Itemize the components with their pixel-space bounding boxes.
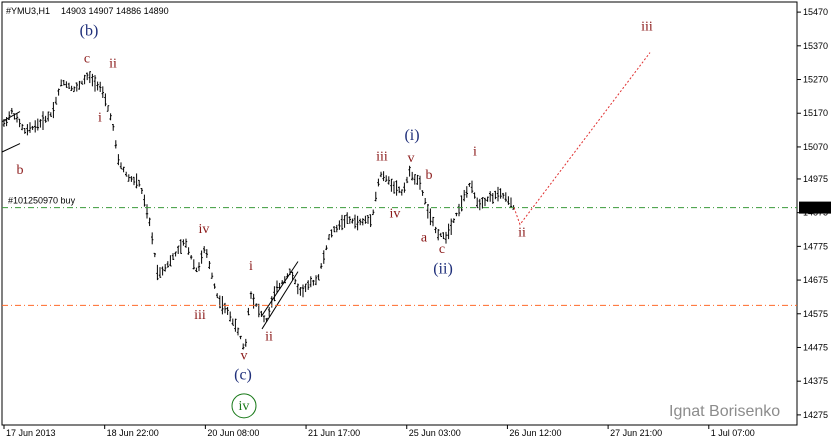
wave-label: (c) (234, 366, 252, 383)
x-tick-label: 20 Jun 08:00 (207, 428, 259, 438)
channel-line (261, 261, 299, 316)
wave-label: iv (390, 207, 401, 222)
current-price-tag (799, 201, 831, 214)
wave-label: c (439, 242, 445, 257)
wave-label: b (426, 168, 433, 183)
wave-label: iii (376, 149, 388, 164)
channel-lines (1, 111, 299, 330)
wave-label: v (408, 151, 415, 166)
y-tick-label: 14675 (803, 275, 828, 285)
x-tick-label: 27 Jun 21:00 (610, 428, 662, 438)
wave-label: ii (265, 330, 273, 345)
x-tick-label: 25 Jun 03:00 (409, 428, 461, 438)
y-tick-label: 15070 (803, 142, 828, 152)
x-tick-label: 1 Jul 07:00 (711, 428, 755, 438)
wave-label: iii (194, 308, 206, 323)
y-tick-label: 14575 (803, 309, 828, 319)
wave-label: ii (518, 225, 526, 240)
y-tick-label: 15270 (803, 75, 828, 85)
watermark: Ignat Borisenko (669, 403, 780, 420)
wave-label: ii (109, 57, 117, 72)
y-tick-label: 14975 (803, 174, 828, 184)
wave-label: (ii) (433, 260, 453, 277)
ohlc-bars (2, 71, 515, 350)
x-tick-label: 21 Jun 17:00 (308, 428, 360, 438)
wave-circle-marker (231, 393, 257, 419)
y-tick-label: 14375 (803, 376, 828, 386)
current-price-text: 14890 (802, 203, 827, 213)
wave-label: (b) (80, 23, 99, 40)
time-axis: 17 Jun 2013 18 Jun 22:00 20 Jun 08:00 21 Ju… (3, 425, 755, 438)
x-tick-label: 26 Jun 12:00 (509, 428, 561, 438)
y-tick-label: 14775 (803, 241, 828, 251)
chart-header-ohlc: 14903 14907 14886 14890 (61, 6, 169, 16)
wave-label: v (241, 348, 248, 363)
wave-label: i (249, 259, 253, 274)
x-tick-label: 17 Jun 2013 (6, 428, 56, 438)
channel-line (261, 271, 299, 330)
y-tick-label: 15170 (803, 108, 828, 118)
wave-label: a (421, 230, 428, 245)
y-tick-label: 14475 (803, 342, 828, 352)
wave-label: iv (239, 399, 250, 414)
order-label: #101250970 buy (8, 196, 76, 206)
wave-label: iv (199, 222, 210, 237)
forecast-path (513, 52, 651, 226)
wave-label: i (98, 111, 102, 126)
wave-label: i (473, 144, 477, 159)
wave-label: iii (641, 20, 653, 35)
x-tick-label: 18 Jun 22:00 (107, 428, 159, 438)
y-tick-label: 14275 (803, 410, 828, 420)
channel-line (1, 111, 21, 123)
plot-frame (1, 1, 798, 426)
chart-header-symbol: #YMU3,H1 (6, 6, 50, 16)
wave-label: (i) (404, 127, 419, 144)
wave-label: b (17, 163, 24, 178)
channel-line (1, 143, 21, 153)
wave-label: c (84, 52, 90, 67)
y-tick-label: 15370 (803, 41, 828, 51)
y-tick-label: 15470 (803, 7, 828, 17)
